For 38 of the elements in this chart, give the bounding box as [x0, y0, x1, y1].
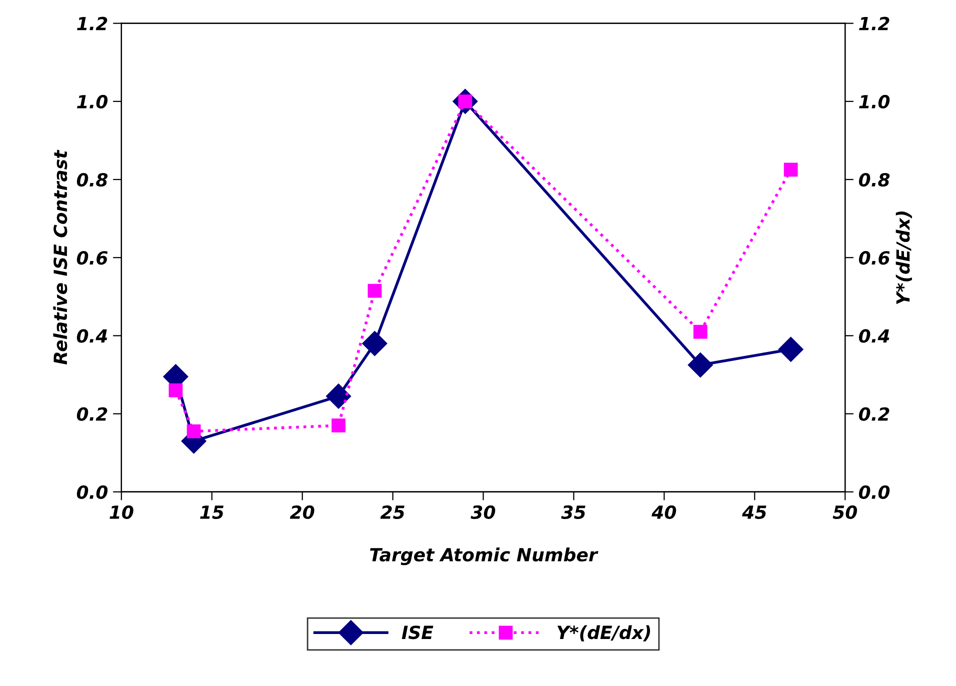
point [784, 162, 798, 177]
legend-label: ISE [402, 626, 434, 640]
y-axis-title: Relative ISE Contrast [53, 150, 68, 365]
point [168, 383, 183, 398]
x-tick-label: 10 [110, 505, 134, 520]
y2-tick-label: 0.4 [858, 329, 890, 343]
y-tick-label: 1.0 [77, 94, 108, 109]
y2-tick-label: 0.8 [858, 172, 890, 187]
point [778, 336, 804, 362]
y-tick-label: 0.2 [76, 407, 108, 421]
x-tick-label: 20 [290, 505, 314, 520]
y-tick-label: 0.0 [76, 485, 108, 499]
y2-tick-label: 0.6 [858, 251, 890, 265]
point [368, 284, 382, 298]
point [186, 424, 201, 438]
y2-tick-label: 1.0 [859, 94, 890, 109]
y2-axis-title: Y*(dE/dx) [896, 212, 912, 304]
point [693, 324, 708, 339]
x-axis-title: Target Atomic Number [370, 548, 598, 566]
point [326, 384, 351, 409]
y2-tick-label: 0.0 [858, 485, 890, 499]
y-tick-label: 1.2 [77, 16, 108, 30]
x-tick-label: 25 [380, 505, 404, 520]
x-tick-label: 50 [832, 505, 858, 520]
x-tick-label: 40 [652, 505, 676, 520]
y2-tick-label: 1.2 [859, 16, 890, 30]
point [362, 331, 388, 356]
y-tick-label: 0.6 [76, 251, 108, 265]
x-tick-label: 35 [561, 505, 586, 520]
x-tick-label: 15 [200, 506, 224, 520]
y-tick-label: 0.4 [76, 329, 108, 343]
point [688, 352, 713, 378]
x-tick-label: 45 [742, 506, 766, 520]
point [332, 418, 346, 432]
y2-tick-label: 0.2 [858, 407, 890, 421]
x-tick-label: 30 [470, 505, 496, 520]
legend-label: Y*(dE/dx) [557, 625, 650, 642]
y-tick-label: 0.8 [76, 172, 108, 187]
